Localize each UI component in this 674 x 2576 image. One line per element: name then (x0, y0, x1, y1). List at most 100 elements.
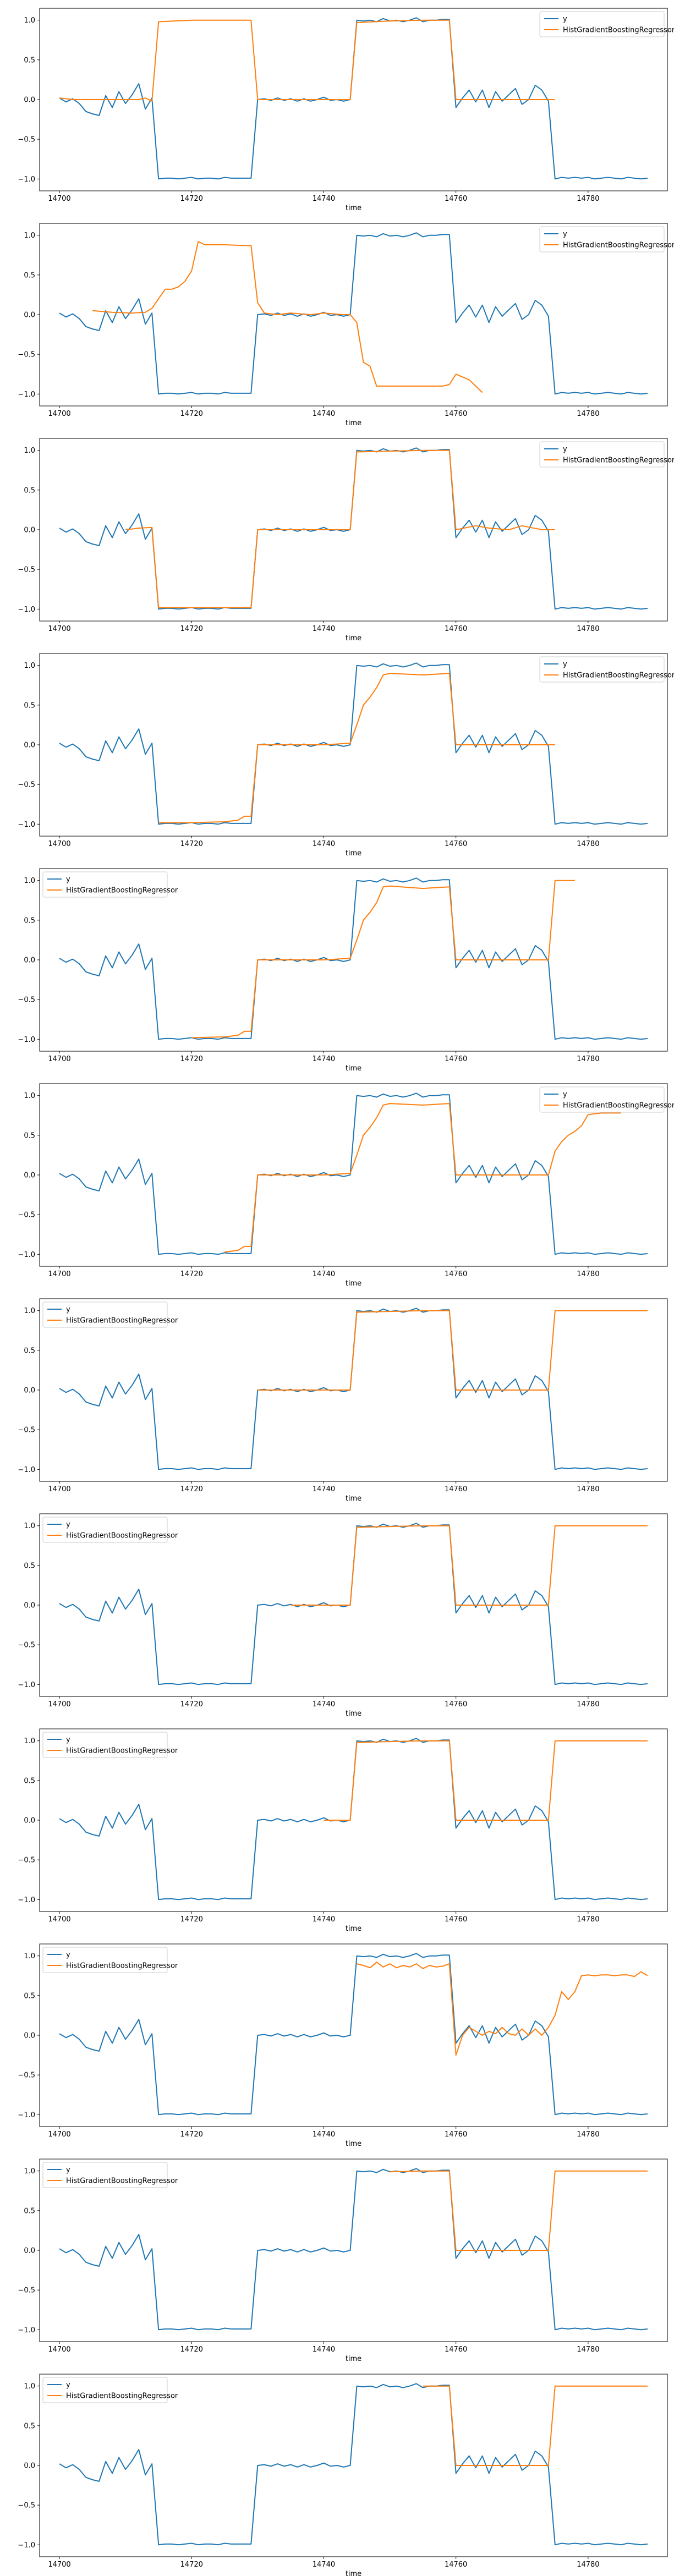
x-tick-label: 14720 (180, 2561, 203, 2569)
y-tick-label: 0.0 (24, 1817, 35, 1825)
legend-entry: y (563, 446, 567, 454)
x-tick-label: 14740 (313, 625, 335, 633)
chart-9: 14700 14720 14740 14760 14780 −1.0 −0.5 0.0 0.5 1… (18, 1728, 668, 1933)
y-tick-label: 0.0 (24, 1172, 35, 1180)
legend: y HistGradientBoostingRegressor (42, 2377, 178, 2403)
y-tick-label: 1.0 (24, 2382, 35, 2391)
x-axis-label: time (346, 2355, 361, 2363)
axes-frame (39, 1083, 668, 1267)
y-tick-label: 1.0 (24, 232, 35, 240)
x-tick-label: 14760 (445, 2561, 467, 2569)
y-tick-label: −1.0 (18, 2541, 35, 2550)
y-tick-label: 0.5 (24, 701, 35, 710)
x-axis-label: time (346, 849, 361, 858)
y-tick-label: 1.0 (24, 2167, 35, 2176)
x-tick-label: 14740 (313, 1700, 335, 1709)
x-tick-label: 14700 (48, 1485, 70, 1493)
x-tick-label: 14700 (48, 195, 70, 203)
y-tick-label: 0.5 (24, 1132, 35, 1140)
x-tick-label: 14740 (313, 840, 335, 848)
x-axis-label: time (346, 1279, 361, 1288)
y-tick-label: −0.5 (18, 566, 35, 574)
x-tick-label: 14740 (313, 1055, 335, 1063)
x-tick-label: 14780 (577, 840, 599, 848)
y-tick-label: −1.0 (18, 821, 35, 829)
x-tick-label: 14780 (577, 2561, 599, 2569)
x-tick-label: 14700 (48, 1055, 70, 1063)
series-hgbr-line (291, 1525, 648, 1606)
x-tick-label: 14780 (577, 1700, 599, 1709)
chart-6: 14700 14720 14740 14760 14780 −1.0 −0.5 0.0 0.5 1… (18, 1083, 674, 1288)
x-tick-label: 14780 (577, 1915, 599, 1924)
x-axis-label: time (346, 634, 361, 642)
series-y-line (59, 1953, 648, 2116)
x-tick-label: 14720 (180, 2346, 203, 2354)
legend-entry: HistGradientBoostingRegressor (563, 1102, 674, 1110)
x-tick-label: 14720 (180, 410, 203, 418)
legend-entry: y (66, 1951, 70, 1959)
x-tick-label: 14700 (48, 2130, 70, 2139)
x-tick-label: 14720 (180, 625, 203, 633)
x-tick-label: 14700 (48, 1270, 70, 1278)
y-tick-label: −1.0 (18, 606, 35, 614)
series-hgbr-line (390, 2170, 648, 2251)
legend: y HistGradientBoostingRegressor (42, 2162, 178, 2188)
x-tick-label: 14760 (445, 1270, 467, 1278)
legend-box (42, 871, 168, 898)
x-tick-label: 14720 (180, 1485, 203, 1493)
legend-entry: y (66, 1521, 70, 1529)
x-axis-label: time (346, 419, 361, 427)
y-tick-label: 0.5 (24, 56, 35, 64)
y-tick-label: −0.5 (18, 351, 35, 359)
legend-entry: HistGradientBoostingRegressor (563, 241, 674, 250)
y-tick-label: −1.0 (18, 2326, 35, 2335)
series-hgbr-line (423, 2385, 648, 2466)
legend: y HistGradientBoostingRegressor (539, 441, 674, 468)
legend-box (42, 2377, 168, 2403)
legend-entry: HistGradientBoostingRegressor (66, 2177, 178, 2185)
y-tick-label: −0.5 (18, 1426, 35, 1435)
y-tick-label: −0.5 (18, 1857, 35, 1865)
series-y-line (59, 2168, 648, 2331)
axes-frame (39, 868, 668, 1052)
legend-entry: HistGradientBoostingRegressor (66, 1317, 178, 1325)
y-tick-label: −0.5 (18, 1641, 35, 1650)
legend-entry: y (66, 2381, 70, 2390)
x-axis-label: time (346, 1710, 361, 1718)
y-tick-label: 1.0 (24, 662, 35, 670)
legend-entry: y (66, 1306, 70, 1314)
x-axis-label: time (346, 204, 361, 212)
x-axis-label: time (346, 1925, 361, 1933)
y-tick-label: 0.0 (24, 2462, 35, 2470)
legend-box (539, 656, 665, 683)
chart-7: 14700 14720 14740 14760 14780 −1.0 −0.5 0.0 0.5 1… (18, 1298, 668, 1503)
x-tick-label: 14760 (445, 2130, 467, 2139)
series-hgbr-line (191, 880, 575, 1039)
x-tick-label: 14760 (445, 840, 467, 848)
x-tick-label: 14740 (313, 1270, 335, 1278)
y-tick-label: −0.5 (18, 781, 35, 789)
y-tick-label: 0.5 (24, 1777, 35, 1785)
series-hgbr-line (224, 1103, 621, 1253)
legend-entry: HistGradientBoostingRegressor (66, 1532, 178, 1540)
x-tick-label: 14700 (48, 625, 70, 633)
y-tick-label: −1.0 (18, 2111, 35, 2119)
x-tick-label: 14780 (577, 625, 599, 633)
legend: y HistGradientBoostingRegressor (42, 871, 178, 898)
y-tick-label: 0.5 (24, 486, 35, 495)
x-tick-label: 14700 (48, 840, 70, 848)
series-hgbr-line (125, 449, 555, 608)
legend: y HistGradientBoostingRegressor (42, 1947, 178, 1973)
y-tick-label: −1.0 (18, 1251, 35, 1259)
legend-entry: y (66, 876, 70, 884)
y-tick-label: −1.0 (18, 391, 35, 399)
series-hgbr-line (59, 19, 555, 102)
y-tick-label: 0.5 (24, 2207, 35, 2215)
x-tick-label: 14760 (445, 1915, 467, 1924)
y-tick-label: 0.5 (24, 1562, 35, 1570)
legend: y HistGradientBoostingRegressor (539, 11, 674, 37)
y-tick-label: 0.0 (24, 2247, 35, 2255)
series-y-line (59, 662, 648, 825)
legend-box (42, 1301, 168, 1328)
